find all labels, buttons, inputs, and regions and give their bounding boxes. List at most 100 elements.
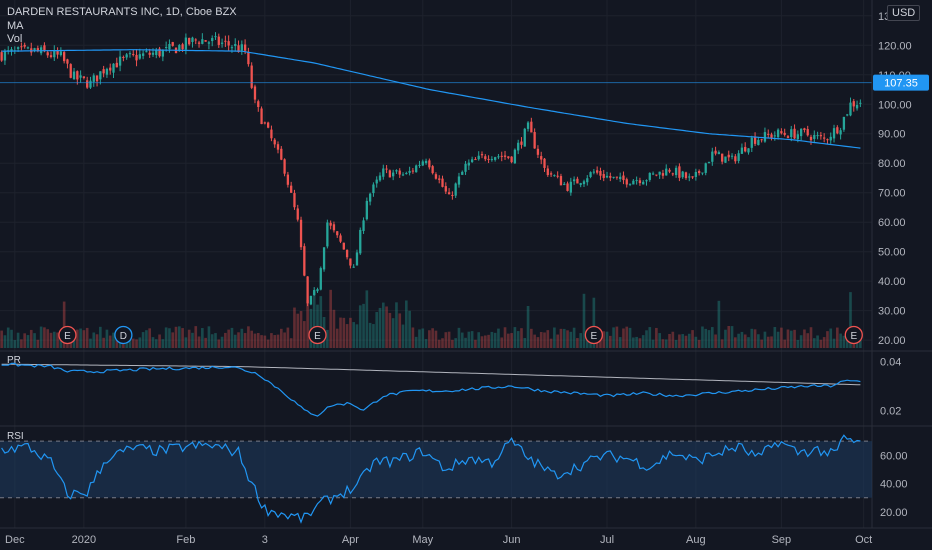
candle bbox=[776, 128, 780, 140]
volume-bar bbox=[441, 338, 444, 348]
volume-bar bbox=[783, 339, 786, 348]
volume-bar bbox=[655, 327, 658, 348]
candle bbox=[464, 161, 467, 175]
event-marker[interactable]: E bbox=[584, 325, 604, 345]
pr-title: PR bbox=[7, 355, 21, 366]
time-tick-label: 3 bbox=[262, 534, 268, 546]
candle bbox=[342, 242, 345, 250]
event-label: E bbox=[850, 331, 857, 342]
volume-bar bbox=[773, 327, 777, 348]
candle bbox=[66, 58, 69, 69]
volume-bar bbox=[365, 290, 369, 348]
volume-bar bbox=[625, 326, 629, 348]
volume-bar bbox=[776, 331, 780, 348]
candle bbox=[635, 176, 638, 185]
candle bbox=[211, 35, 214, 47]
currency-badge[interactable]: USD bbox=[887, 5, 921, 21]
candle bbox=[839, 127, 842, 140]
volume-bar bbox=[454, 338, 457, 348]
volume-bar bbox=[743, 334, 747, 348]
candle bbox=[214, 32, 217, 41]
volume-bar bbox=[704, 328, 708, 348]
candle bbox=[20, 42, 23, 51]
candle bbox=[270, 125, 273, 142]
candle bbox=[750, 135, 753, 153]
volume-bar bbox=[503, 327, 507, 348]
volume-bar bbox=[829, 328, 833, 348]
volume-bar bbox=[405, 300, 408, 348]
candle bbox=[727, 150, 730, 162]
candle bbox=[316, 287, 319, 293]
volume-bar bbox=[464, 337, 467, 348]
candle bbox=[0, 50, 3, 62]
volume-bar bbox=[487, 334, 490, 348]
event-marker[interactable]: E bbox=[308, 325, 327, 345]
time-axis[interactable]: Dec 2020 Feb 3 Apr May Jun Jul Aug Sep Oct bbox=[0, 527, 932, 546]
volume-bar bbox=[460, 332, 464, 348]
candle bbox=[671, 172, 674, 177]
volume-bar bbox=[684, 335, 688, 348]
candle bbox=[303, 243, 306, 277]
volume-bar bbox=[638, 338, 642, 348]
volume-bar bbox=[816, 335, 819, 348]
time-tick-label: Sep bbox=[772, 534, 792, 546]
candle bbox=[431, 164, 434, 175]
candle bbox=[309, 295, 313, 306]
event-label: E bbox=[314, 331, 321, 342]
volume-bar bbox=[842, 335, 846, 348]
candle bbox=[247, 47, 250, 67]
volume-bar bbox=[306, 299, 309, 348]
volume-bar bbox=[431, 328, 434, 348]
volume-bar bbox=[201, 328, 204, 348]
candle bbox=[454, 182, 457, 198]
candle bbox=[207, 40, 211, 50]
volume-bar bbox=[401, 324, 405, 348]
candle bbox=[112, 63, 115, 79]
volume-bar bbox=[780, 327, 783, 348]
volume-bar bbox=[250, 330, 254, 348]
candle bbox=[273, 138, 276, 148]
volume-bar bbox=[786, 329, 790, 348]
volume-bar bbox=[26, 335, 30, 348]
candle bbox=[717, 150, 721, 155]
candle bbox=[392, 169, 395, 181]
candle bbox=[783, 128, 786, 137]
candle bbox=[569, 177, 572, 196]
volume-bar bbox=[618, 337, 622, 348]
candle bbox=[517, 139, 520, 155]
volume-bar bbox=[233, 334, 237, 348]
candle bbox=[415, 164, 418, 173]
volume-bar bbox=[296, 313, 300, 348]
volume-bar bbox=[734, 337, 737, 348]
event-marker[interactable]: D bbox=[114, 325, 133, 345]
price-axis[interactable]: 20.00 30.00 40.00 50.00 60.00 70.00 80.00 90.00… bbox=[878, 11, 912, 347]
candle bbox=[799, 128, 803, 141]
volume-bar bbox=[6, 327, 10, 348]
event-marker[interactable]: E bbox=[844, 325, 863, 345]
volume-bar bbox=[451, 339, 454, 348]
candle bbox=[319, 266, 322, 291]
volume-bar bbox=[339, 317, 342, 348]
candle bbox=[773, 131, 776, 141]
candle bbox=[13, 46, 16, 55]
volume-bar bbox=[217, 339, 221, 348]
candle bbox=[286, 171, 290, 188]
candle bbox=[622, 171, 625, 185]
candle bbox=[352, 264, 355, 268]
volume-bar bbox=[546, 330, 550, 348]
volume-bar bbox=[49, 332, 53, 348]
volume-bar bbox=[556, 334, 559, 348]
last-price-tag: 107.35 bbox=[873, 74, 929, 91]
candle bbox=[721, 153, 724, 165]
candle bbox=[355, 249, 359, 266]
candle bbox=[661, 169, 665, 179]
event-marker[interactable]: E bbox=[58, 325, 77, 345]
candle bbox=[329, 220, 332, 230]
volume-bar bbox=[424, 339, 428, 348]
volume-bar bbox=[227, 329, 230, 348]
candle bbox=[684, 171, 688, 180]
volume-bar bbox=[36, 339, 40, 348]
candle bbox=[263, 121, 267, 125]
